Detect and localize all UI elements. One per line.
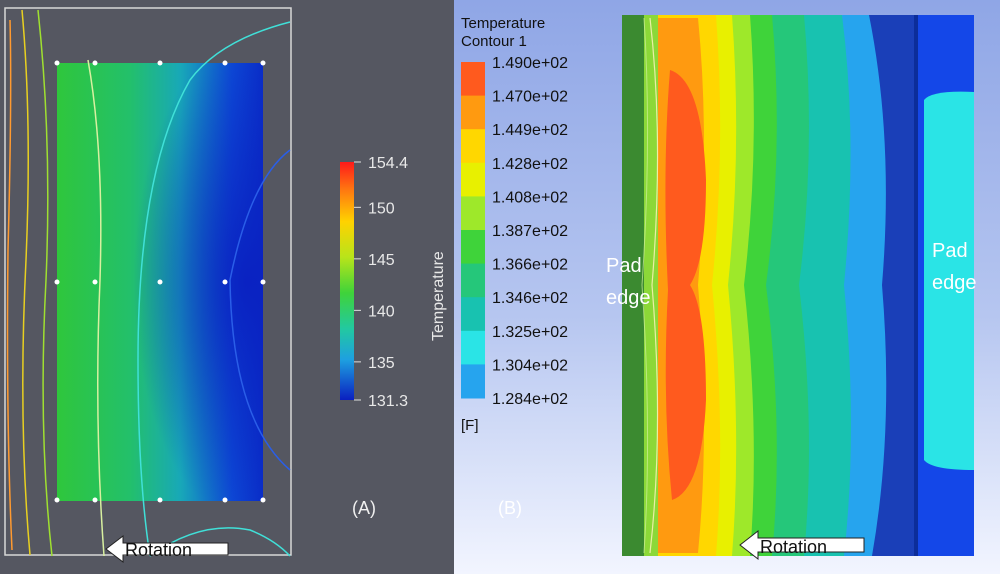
pad-edge-right-line2: edge [932,272,977,294]
colorbar-a-tick-label: 135 [368,355,395,372]
contour-line [149,527,291,557]
colorbar-a-title: Temperature [430,251,447,341]
contour-line [229,149,291,471]
legend-b: Temperature Contour 1 1.490e+02 1.470e+02… [461,15,568,434]
arrow-left-icon [105,534,229,564]
legend-level-label: 1.346e+02 [492,290,568,307]
legend-level-label: 1.366e+02 [492,257,568,274]
pad-edge-left-line2: edge [606,287,651,309]
legend-color-band [461,364,485,399]
arrow-left-icon [739,529,865,561]
colorbar-a: 150 145 140 135 154.4 131.3 Temperature [340,155,447,410]
contour-line [6,19,13,551]
contour-line [21,9,31,556]
legend-color-band [461,162,485,197]
contour-plot-b [622,15,974,556]
contour-line [641,17,649,554]
contour-line [87,59,105,557]
rotation-label-b: Rotation [760,537,827,557]
legend-level-labels: 1.490e+02 1.470e+02 1.449e+02 1.428e+02 1.40… [492,55,568,408]
legend-color-band [461,263,485,298]
legend-title: Temperature [461,15,545,32]
pad-edge-left-line1: Pad [606,255,642,277]
contour-line [649,17,659,554]
pad-edge-line [914,15,918,556]
colorbar-a-tick-label: 140 [368,303,395,320]
colorbar-a-tick-label: 145 [368,252,395,269]
panel-a: Rotation 150 145 140 135 154.4 131.3 Temper… [0,0,454,574]
legend-level-label: 1.387e+02 [492,223,568,240]
contour-line [137,21,291,557]
rotation-arrow-a: Rotation [105,534,229,564]
panel-a-canvas: Rotation 150 145 140 135 154.4 131.3 Temper… [4,7,447,564]
legend-level-label: 1.470e+02 [492,89,568,106]
legend-level-label: 1.408e+02 [492,189,568,206]
panel-b: Temperature Contour 1 1.490e+02 1.470e+02… [454,0,1000,574]
colorbar-a-tick-label: 150 [368,200,395,217]
legend-subtitle: Contour 1 [461,33,527,50]
panel-a-label: (A) [352,498,376,518]
sample-points [54,60,266,503]
legend-level-label: 1.449e+02 [492,122,568,139]
legend-unit: [F] [461,417,479,434]
legend-color-bands [461,62,485,399]
legend-level-label: 1.490e+02 [492,55,568,72]
legend-color-band [461,330,485,365]
legend-level-label: 1.325e+02 [492,324,568,341]
colorbar-a-ticks: 150 145 140 135 [354,200,395,372]
legend-level-label: 1.284e+02 [492,391,568,408]
legend-color-band [461,297,485,332]
rotation-arrow-b: Rotation [739,529,865,561]
legend-color-band [461,62,485,97]
contour-line [37,9,53,557]
legend-color-band [461,95,485,130]
legend-level-label: 1.304e+02 [492,357,568,374]
left-edge-dark-band [622,15,644,556]
panel-b-canvas: Temperature Contour 1 1.490e+02 1.470e+02… [461,15,977,561]
right-edge-cool-band [924,91,974,471]
legend-color-band [461,196,485,231]
pad-edge-right-line1: Pad [932,240,968,262]
panel-b-label: (B) [498,498,522,518]
legend-color-band [461,230,485,265]
legend-color-band [461,129,485,164]
colorbar-a-max-label: 154.4 [368,155,408,172]
colorbar-a-ramp [340,162,354,400]
colorbar-a-min-label: 131.3 [368,393,408,410]
band-1490 [665,70,706,500]
legend-level-label: 1.428e+02 [492,156,568,173]
rotation-label-a: Rotation [125,540,192,560]
